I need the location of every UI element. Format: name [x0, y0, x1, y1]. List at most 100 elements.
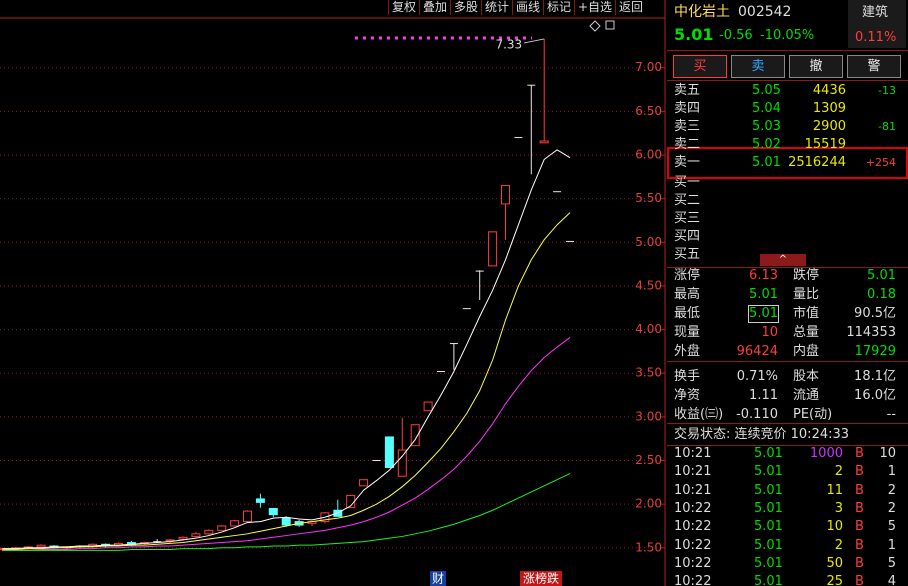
ask-price: 5.01: [752, 155, 781, 170]
y-tick-label: 5.00: [635, 235, 662, 249]
trade-count: 2: [887, 482, 896, 498]
y-tick-label: 2.50: [635, 453, 662, 467]
toolbar-button[interactable]: 复权: [388, 0, 419, 15]
toolbar-button[interactable]: 画线: [512, 0, 543, 15]
trade-count: 4: [887, 574, 896, 586]
stat-value: -0.110: [736, 407, 778, 422]
trade-button[interactable]: 买: [673, 55, 727, 78]
bid-label: 买四: [674, 229, 701, 244]
toolbar-button[interactable]: +自选: [574, 0, 615, 15]
candle-body: [539, 140, 549, 144]
stat-value: 114353: [846, 325, 896, 340]
toolbar-button[interactable]: 叠加: [419, 0, 450, 15]
trade-side: B: [855, 555, 864, 571]
y-tick-label: 1.50: [635, 540, 662, 554]
divider: [667, 50, 908, 51]
ask-label: 卖五: [674, 83, 701, 98]
stat-value: 0.18: [867, 287, 896, 302]
stat-value: 10: [761, 325, 778, 340]
trade-price: 5.01: [754, 446, 783, 461]
trade-time: 10:21: [674, 464, 712, 480]
stat-label: 外盘: [674, 344, 701, 359]
divider: [667, 267, 908, 268]
trade-time: 10:22: [674, 555, 712, 571]
ask-volume: 4436: [812, 83, 846, 98]
marker: 财: [432, 572, 444, 586]
stat-label: 收益(㈢): [674, 407, 724, 422]
trade-count: 10: [879, 446, 896, 461]
trade-price: 5.01: [754, 500, 783, 516]
change-pct: -10.05%: [760, 28, 815, 43]
stat-label: PE(动): [793, 407, 833, 422]
trade-time: 10:22: [674, 574, 712, 586]
trade-side: B: [855, 574, 864, 586]
stat-value: 17929: [854, 344, 896, 359]
marker-bg: [520, 571, 562, 586]
stat-label: 最高: [674, 287, 701, 302]
stat-label: 涨停: [674, 268, 701, 283]
y-tick-label: 6.00: [635, 148, 662, 162]
candle-body: [397, 449, 407, 477]
stat-label: 净资: [674, 388, 701, 403]
trade-volume: 3: [834, 500, 843, 516]
stat-value: --: [886, 407, 896, 422]
candle-body: [230, 520, 240, 527]
stat-label: 现量: [674, 325, 701, 340]
y-tick-label: 2.00: [635, 497, 662, 511]
trade-side: B: [855, 537, 864, 553]
bid-label: 买五: [674, 247, 701, 262]
ask-price: 5.04: [752, 101, 781, 116]
ask-label: 卖四: [674, 101, 701, 116]
y-tick-label: 6.50: [635, 104, 662, 118]
trade-side: B: [855, 500, 864, 516]
sector[interactable]: 建筑: [862, 5, 889, 20]
ask-label: 卖一: [674, 155, 701, 170]
high-label: 7.33: [495, 37, 522, 51]
trade-volume: 11: [826, 482, 843, 498]
stat-value: 5.01: [748, 305, 779, 323]
toolbar-button[interactable]: 标记: [543, 0, 574, 15]
y-tick-label: 3.00: [635, 409, 662, 423]
trade-side: B: [855, 446, 864, 461]
stat-value: 16.0亿: [854, 388, 896, 403]
candle-body: [501, 185, 510, 205]
change: -0.56: [719, 28, 753, 43]
toolbar-button[interactable]: 多股: [450, 0, 481, 15]
divider: [667, 80, 908, 81]
trade-price: 5.01: [754, 519, 783, 535]
trade-volume: 2: [834, 464, 843, 480]
collapse-tab[interactable]: ^: [760, 254, 806, 266]
price: 5.01: [674, 25, 714, 44]
divider: [667, 423, 908, 424]
trade-button[interactable]: 警: [847, 55, 901, 78]
toolbar-button[interactable]: 返回: [615, 0, 646, 15]
trade-status: 交易状态: 连续竞价 10:24:33: [674, 427, 850, 442]
sector-box[interactable]: [848, 0, 906, 48]
ask-label: 卖三: [674, 119, 701, 134]
y-tick-label: 3.50: [635, 366, 662, 380]
stat-label: 量比: [793, 287, 820, 302]
trade-time: 10:21: [674, 446, 712, 461]
toolbar-button[interactable]: 统计: [481, 0, 512, 15]
divider: [667, 361, 908, 362]
trade-side: B: [855, 482, 864, 498]
stat-label: 最低: [674, 306, 701, 321]
stat-value: 5.01: [749, 287, 778, 302]
ask-price: 5.05: [752, 83, 781, 98]
ask-delta: -81: [878, 120, 896, 133]
trade-count: 2: [887, 500, 896, 516]
candle-body: [359, 479, 369, 487]
trade-side: B: [855, 464, 864, 480]
stat-label: 市值: [793, 306, 820, 321]
trade-button[interactable]: 撤: [789, 55, 843, 78]
trade-volume: 25: [826, 574, 843, 586]
trade-price: 5.01: [754, 482, 783, 498]
bid-label: 买三: [674, 211, 701, 226]
ask-price: 5.03: [752, 119, 781, 134]
moving-average: [2, 149, 571, 550]
marker: 涨榜跌: [523, 571, 559, 586]
trade-button[interactable]: 卖: [731, 55, 785, 78]
stat-value: 18.1亿: [854, 369, 896, 384]
stat-value: 5.01: [867, 268, 896, 283]
